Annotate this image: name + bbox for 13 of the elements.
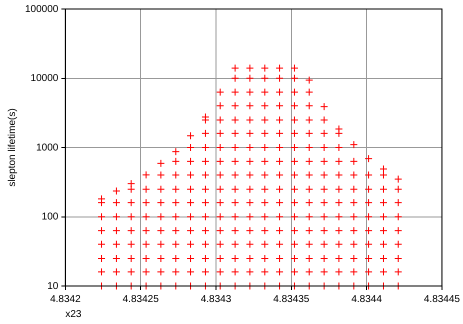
x-tick-label: 4.83435 (273, 294, 310, 305)
x-tick-label: 4.8342 (50, 294, 82, 305)
y-axis-title: slepton lifetime(s) (6, 108, 18, 187)
x-tick-label: 4.8343 (200, 294, 232, 305)
y-tick-label: 10000 (30, 73, 59, 84)
x-tick-label: 4.83445 (424, 294, 460, 305)
y-tick-label: 100000 (24, 4, 59, 15)
x-axis-title: x23 (65, 308, 82, 320)
x-tick-label: 4.83425 (122, 294, 160, 305)
y-tick-label: 100 (42, 212, 59, 222)
y-tick-label: 10 (47, 280, 59, 292)
y-tick-label: 1000 (36, 142, 59, 154)
x-tick-label: 4.8344 (351, 294, 382, 305)
